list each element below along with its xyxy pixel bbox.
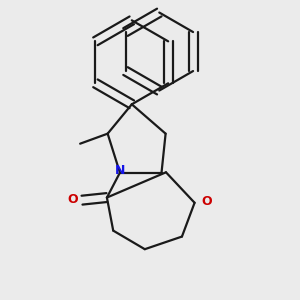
Text: O: O: [68, 193, 78, 206]
Text: O: O: [202, 195, 212, 208]
Text: N: N: [115, 164, 125, 177]
